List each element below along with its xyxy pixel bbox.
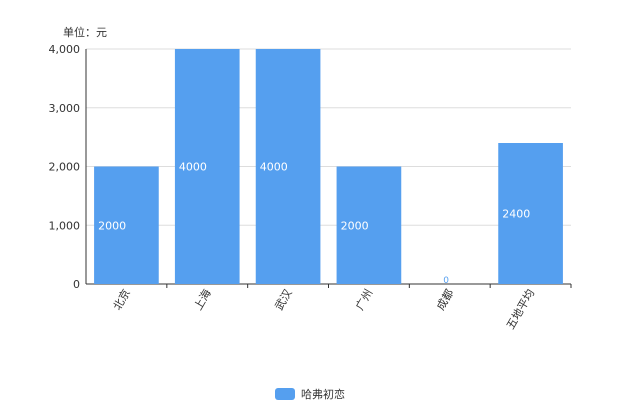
data-label: 2000	[341, 219, 369, 232]
bar	[174, 49, 240, 284]
data-label: 0	[443, 276, 449, 286]
y-tick-label: 3,000	[49, 102, 81, 115]
legend[interactable]: 哈弗初恋	[0, 386, 620, 402]
bar	[336, 166, 402, 284]
y-tick-label: 0	[73, 278, 80, 291]
y-tick-label: 4,000	[49, 43, 81, 56]
y-tick-label: 2,000	[49, 161, 81, 174]
data-label: 4000	[260, 161, 288, 174]
x-tick-label: 广州	[353, 287, 375, 313]
x-tick-label: 五地平均	[504, 287, 537, 332]
legend-swatch	[275, 388, 295, 400]
bar	[94, 166, 159, 284]
bar	[255, 49, 321, 284]
x-tick-label: 武汉	[272, 287, 294, 313]
unit-label: 单位：元	[63, 26, 107, 39]
y-tick-label: 1,000	[49, 219, 81, 232]
data-label: 4000	[179, 161, 207, 174]
x-tick-label: 上海	[191, 287, 214, 313]
data-label: 2000	[98, 219, 126, 232]
x-tick-label: 成都	[434, 287, 456, 313]
data-label: 2400	[502, 208, 530, 221]
bar	[498, 143, 563, 284]
x-tick-label: 北京	[110, 287, 133, 313]
legend-label: 哈弗初恋	[301, 388, 345, 401]
